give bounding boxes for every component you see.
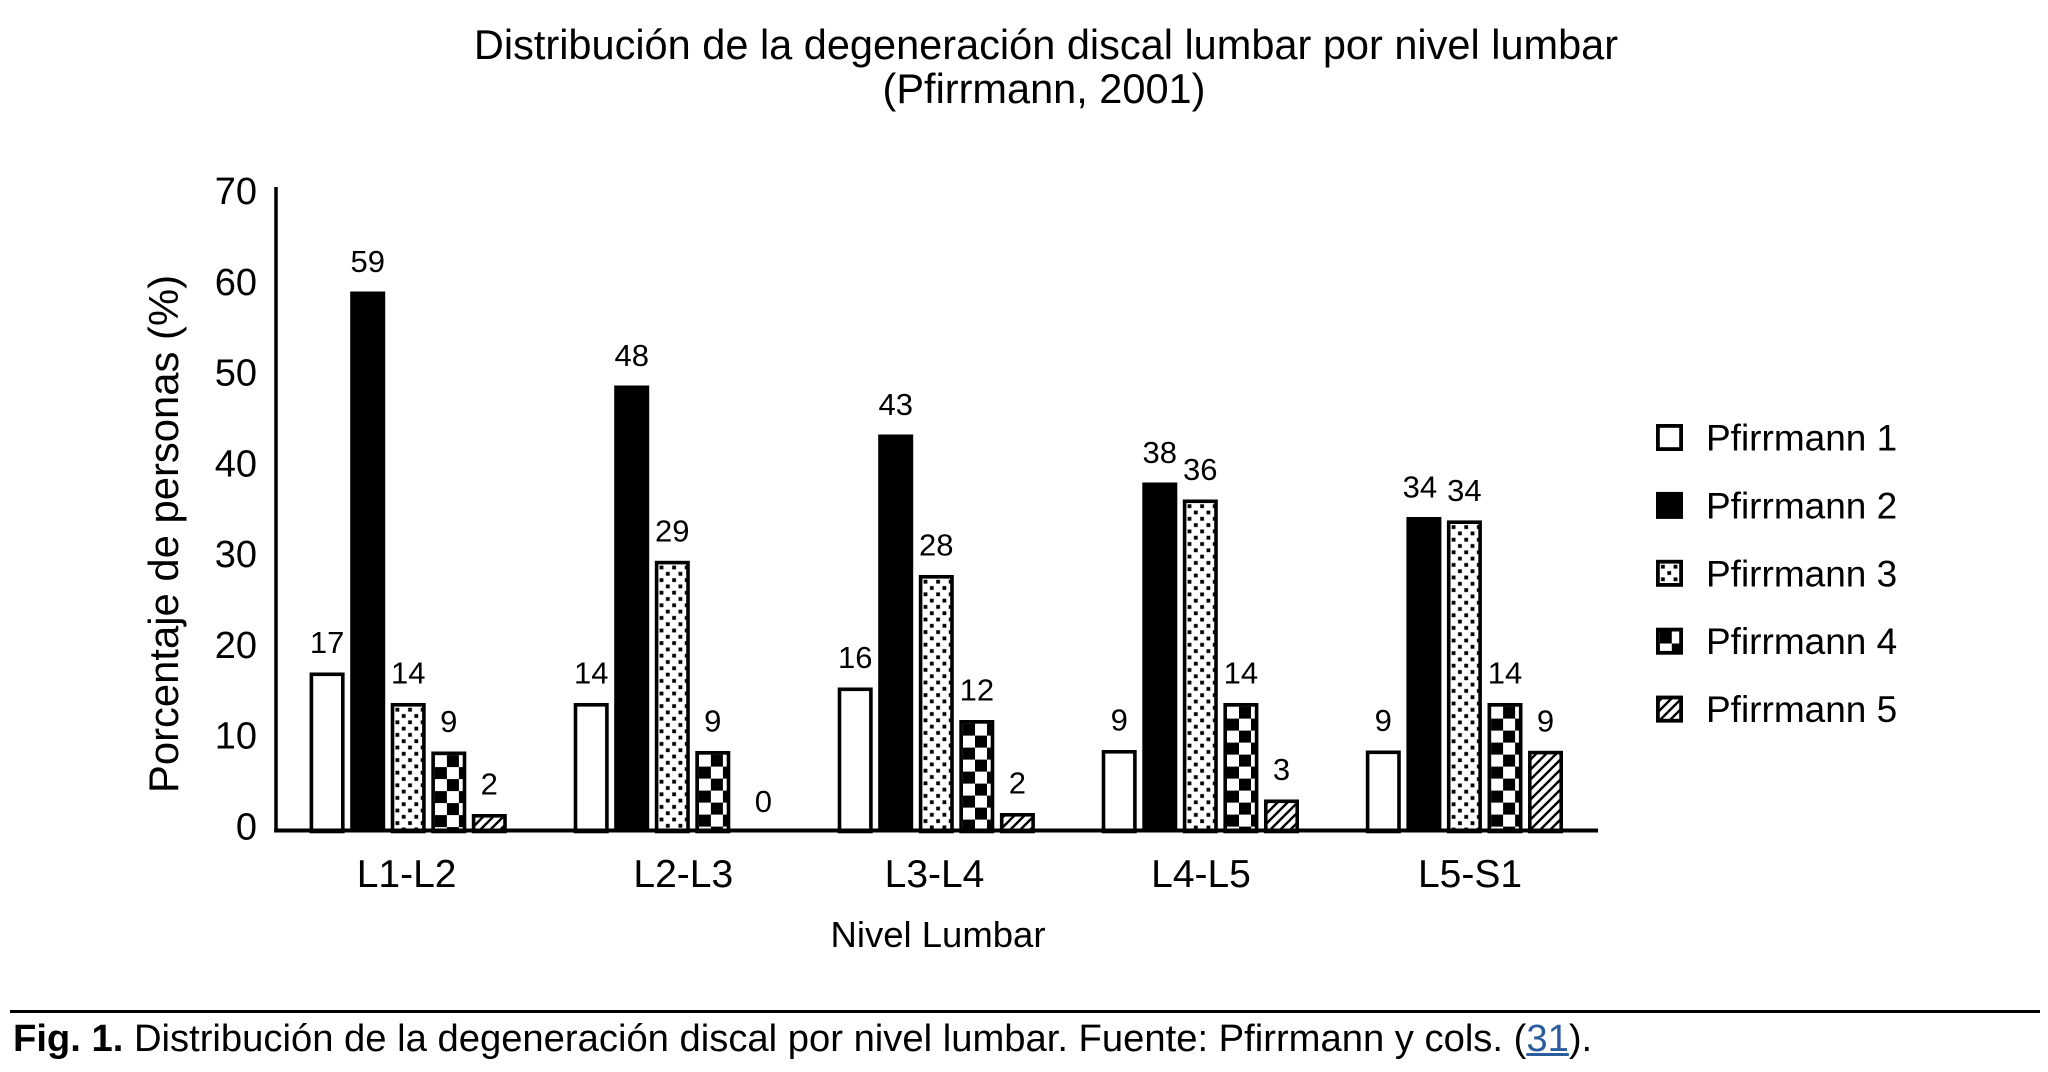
svg-text:Pfirrmann 3: Pfirrmann 3 [1706, 553, 1897, 594]
svg-text:14: 14 [1224, 656, 1258, 691]
svg-text:9: 9 [1111, 703, 1128, 738]
svg-text:9: 9 [440, 704, 457, 739]
svg-text:Distribución de la degeneració: Distribución de la degeneración discal l… [474, 21, 1618, 68]
svg-text:Pfirrmann 1: Pfirrmann 1 [1706, 418, 1897, 459]
svg-text:L4-L5: L4-L5 [1151, 853, 1251, 896]
svg-text:2: 2 [481, 767, 498, 802]
svg-text:L3-L4: L3-L4 [885, 853, 985, 896]
svg-text:9: 9 [1537, 703, 1554, 738]
svg-text:14: 14 [391, 656, 425, 691]
svg-text:43: 43 [879, 387, 913, 422]
svg-text:30: 30 [215, 534, 257, 576]
svg-text:28: 28 [919, 528, 953, 563]
svg-text:16: 16 [838, 640, 872, 675]
svg-text:14: 14 [574, 656, 608, 691]
svg-text:38: 38 [1143, 435, 1177, 470]
svg-text:17: 17 [310, 625, 344, 660]
svg-text:Nivel Lumbar: Nivel Lumbar [830, 914, 1045, 955]
svg-text:34: 34 [1447, 473, 1481, 508]
svg-text:Porcentaje de personas (%): Porcentaje de personas (%) [140, 275, 187, 793]
svg-text:12: 12 [960, 673, 994, 708]
svg-text:L5-S1: L5-S1 [1418, 853, 1522, 896]
svg-text:(Pfirrmann, 2001): (Pfirrmann, 2001) [883, 65, 1206, 112]
svg-text:Pfirrmann 4: Pfirrmann 4 [1706, 621, 1897, 662]
svg-text:0: 0 [755, 784, 772, 819]
svg-text:40: 40 [215, 444, 257, 486]
svg-text:20: 20 [215, 625, 257, 667]
svg-text:48: 48 [614, 338, 648, 373]
svg-text:3: 3 [1273, 752, 1290, 787]
svg-text:L1-L2: L1-L2 [357, 853, 457, 896]
svg-text:0: 0 [236, 807, 257, 849]
svg-text:2: 2 [1009, 766, 1026, 801]
svg-text:29: 29 [655, 513, 689, 548]
svg-text:34: 34 [1403, 470, 1437, 505]
svg-text:Pfirrmann 2: Pfirrmann 2 [1706, 485, 1897, 526]
svg-text:9: 9 [704, 704, 721, 739]
svg-text:70: 70 [215, 171, 257, 213]
svg-text:59: 59 [350, 244, 384, 279]
svg-text:36: 36 [1183, 452, 1217, 487]
svg-text:50: 50 [215, 353, 257, 395]
svg-text:9: 9 [1375, 703, 1392, 738]
svg-text:14: 14 [1488, 656, 1522, 691]
svg-text:60: 60 [215, 262, 257, 304]
svg-text:L2-L3: L2-L3 [633, 853, 733, 896]
svg-text:Pfirrmann 5: Pfirrmann 5 [1706, 689, 1897, 730]
svg-text:10: 10 [215, 716, 257, 758]
